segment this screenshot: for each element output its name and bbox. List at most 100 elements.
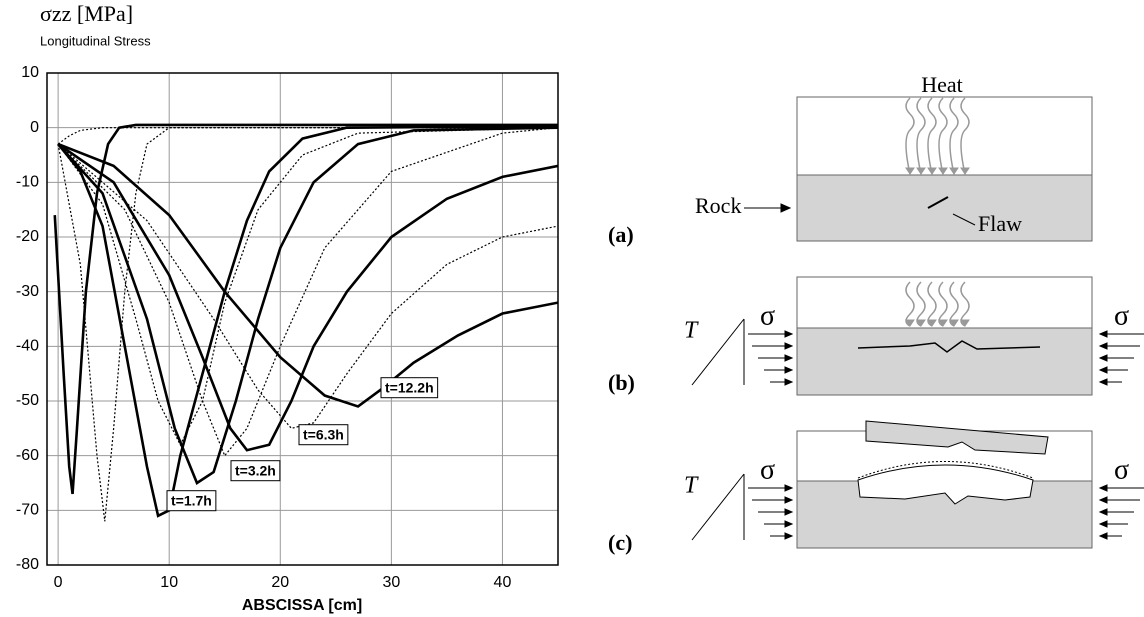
heat-wave — [938, 281, 948, 327]
stress-label: σ — [1114, 300, 1129, 331]
y-tick-label: -30 — [16, 283, 39, 300]
y-tick-label: -50 — [16, 392, 39, 409]
annotation-box — [230, 460, 281, 482]
arrowhead — [1098, 330, 1108, 338]
arrowhead — [780, 203, 792, 213]
heat-wave — [905, 97, 915, 175]
heat-arrowhead — [905, 167, 915, 175]
plot-area — [47, 73, 558, 565]
heat-wave — [938, 97, 948, 175]
heat-arrowhead — [960, 167, 970, 175]
arrowhead — [784, 342, 794, 350]
x-tick-label: 0 — [54, 574, 63, 591]
spall-outline — [857, 461, 1034, 479]
arrowhead — [1098, 520, 1108, 528]
series-line — [57, 126, 558, 485]
crack — [857, 340, 1041, 353]
heat-arrowhead — [916, 167, 926, 175]
annotation-box — [166, 490, 217, 512]
plot-frame — [46, 72, 559, 566]
heat-wave — [916, 97, 926, 175]
annotation: t=12.2h — [385, 380, 434, 396]
heat-arrowhead — [949, 319, 959, 327]
stress-label: σ — [1114, 454, 1129, 485]
arrowhead — [784, 496, 794, 504]
arrowhead — [1098, 354, 1108, 362]
heat-arrowhead — [927, 167, 937, 175]
arrowhead — [1098, 508, 1108, 516]
y-tick-label: -40 — [16, 338, 39, 355]
rock-b — [796, 327, 1093, 396]
arrowhead — [1098, 484, 1108, 492]
temperature-label: T — [684, 473, 699, 499]
x-tick-label: 10 — [160, 574, 178, 591]
spall — [865, 420, 1049, 455]
annotation-box — [298, 424, 349, 446]
heat-wave — [916, 281, 926, 327]
arrowhead — [784, 330, 794, 338]
heat-wave — [927, 281, 937, 327]
y-tick-label: -20 — [16, 228, 39, 245]
series-line — [57, 142, 558, 408]
annotation: t=6.3h — [303, 427, 344, 443]
heat-arrowhead — [916, 319, 926, 327]
series-line — [57, 127, 558, 145]
arrowhead — [1098, 532, 1108, 540]
annotation: t=1.7h — [171, 493, 212, 509]
panel-label: (a) — [608, 222, 634, 247]
series-line — [57, 143, 558, 430]
heat-wave — [949, 281, 959, 327]
x-tick-label: 30 — [382, 574, 400, 591]
heat-arrowhead — [938, 319, 948, 327]
heat-arrowhead — [938, 167, 948, 175]
heat-arrowhead — [949, 167, 959, 175]
series-line — [57, 124, 558, 518]
arrowhead — [784, 532, 794, 540]
y-tick-label: 0 — [30, 119, 39, 136]
arrowhead — [784, 484, 794, 492]
stress-label: σ — [760, 454, 775, 485]
arrowhead — [784, 378, 794, 386]
y-tick-label: -70 — [16, 502, 39, 519]
chart-subtitle: Longitudinal Stress — [40, 33, 151, 48]
y-tick-label: -60 — [16, 447, 39, 464]
arrowhead — [784, 366, 794, 374]
annotation: t=3.2h — [235, 463, 276, 479]
arrowhead — [784, 508, 794, 516]
diagram — [691, 96, 1144, 549]
arrowhead — [1098, 378, 1108, 386]
x-axis-label: ABSCISSA [cm] — [242, 597, 362, 614]
annotation-box — [380, 377, 439, 399]
temperature-triangle — [691, 318, 745, 386]
arrowhead — [784, 520, 794, 528]
heat-arrowhead — [905, 319, 915, 327]
arrowhead — [1098, 366, 1108, 374]
heat-arrowhead — [927, 319, 937, 327]
y-tick-label: -10 — [16, 174, 39, 191]
flaw-label: Flaw — [978, 211, 1022, 236]
series-line — [53, 123, 558, 495]
heat-wave — [960, 97, 970, 175]
panel-label: (b) — [608, 370, 635, 395]
x-tick-label: 40 — [494, 574, 512, 591]
series-line — [57, 142, 558, 452]
heat-label: Heat — [921, 72, 963, 97]
y-tick-label: -80 — [16, 556, 39, 573]
cavity — [857, 464, 1034, 505]
y-tick-label: 10 — [21, 64, 39, 81]
x-tick-label: 20 — [271, 574, 289, 591]
flaw-arrow — [952, 213, 976, 226]
temperature-triangle — [691, 473, 745, 541]
arrowhead — [1098, 496, 1108, 504]
rock-a — [796, 174, 1093, 242]
heat-wave — [927, 97, 937, 175]
chart-title: σzz [MPa] — [40, 1, 133, 26]
arrowhead — [1098, 342, 1108, 350]
rock-label: Rock — [695, 193, 741, 218]
stress-label: σ — [760, 300, 775, 331]
arrowhead — [784, 354, 794, 362]
heat-wave — [949, 97, 959, 175]
heat-arrowhead — [960, 319, 970, 327]
flaw-line — [927, 196, 949, 209]
